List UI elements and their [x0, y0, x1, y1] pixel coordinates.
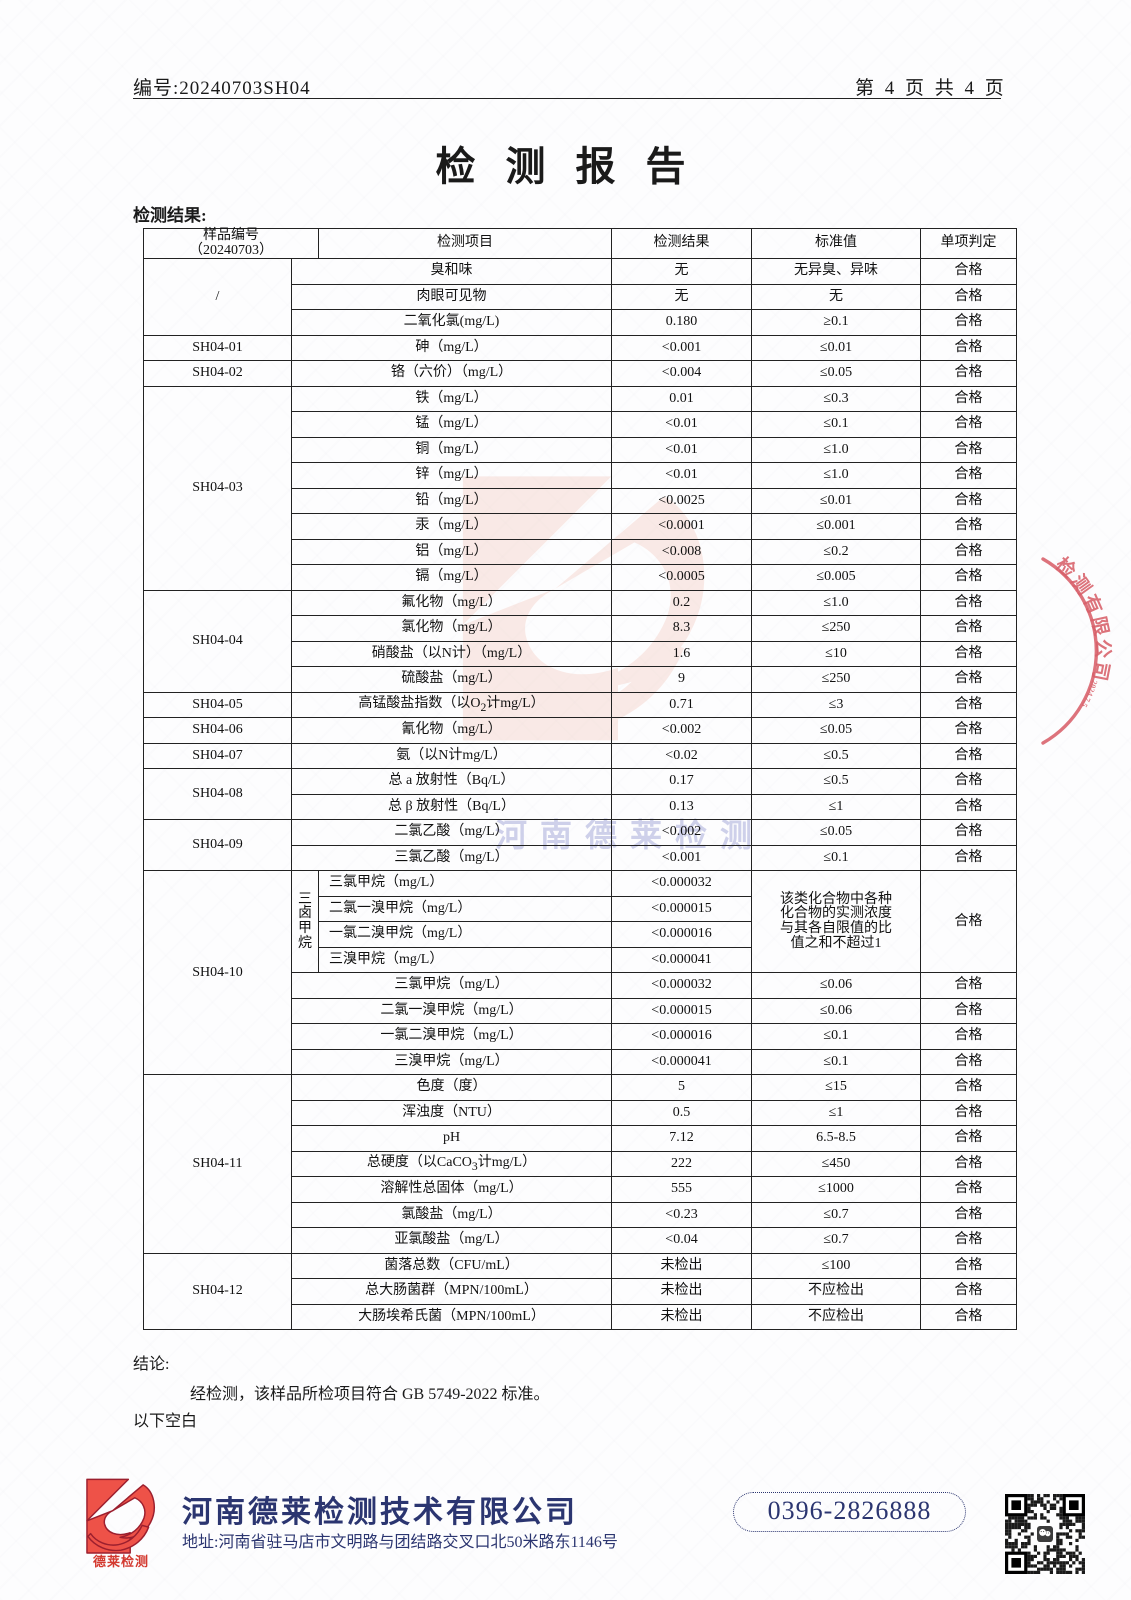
svg-text:2024.7.5: 2024.7.5 [1080, 679, 1099, 709]
svg-text:检测有限公司: 检测有限公司 [1051, 553, 1113, 685]
